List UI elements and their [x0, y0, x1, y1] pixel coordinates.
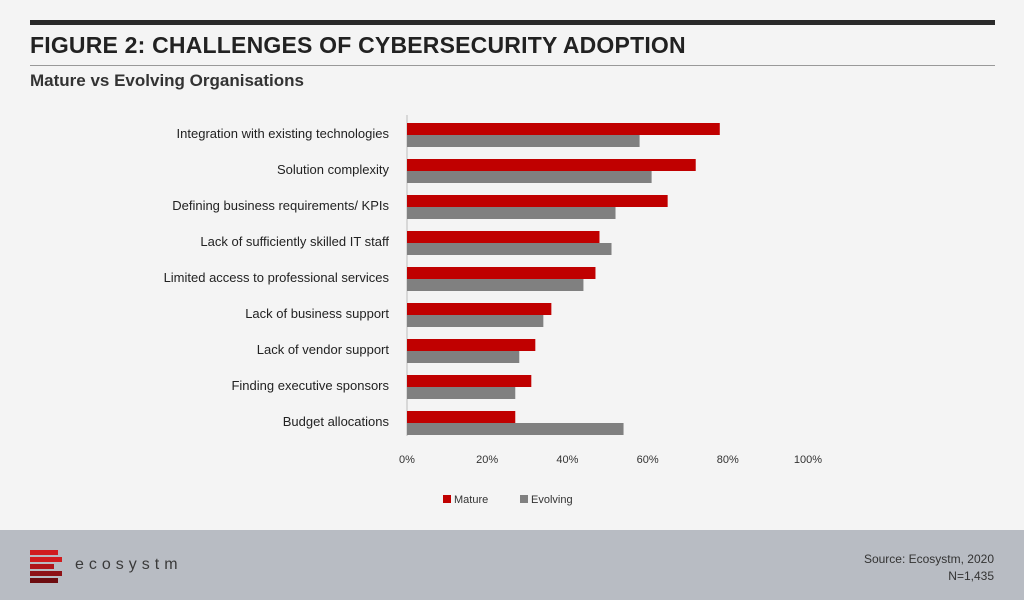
sample-size: N=1,435: [948, 569, 994, 583]
category-label: Budget allocations: [283, 414, 390, 429]
category-label: Limited access to professional services: [164, 270, 390, 285]
bar-mature: [407, 231, 600, 243]
bar-evolving: [407, 279, 584, 291]
bar-evolving: [407, 243, 612, 255]
bar-evolving: [407, 423, 624, 435]
bar-mature: [407, 303, 552, 315]
bar-evolving: [407, 171, 652, 183]
category-label: Lack of sufficiently skilled IT staff: [200, 234, 389, 249]
x-tick-label: 100%: [794, 454, 822, 466]
bar-chart: Integration with existing technologies So…: [164, 115, 822, 506]
source-text: Source: Ecosystm, 2020: [863, 552, 994, 566]
bar-evolving: [407, 315, 544, 327]
title-divider: [30, 65, 995, 66]
top-rule: [30, 20, 995, 25]
x-tick-label: 20%: [476, 454, 498, 466]
brand-name: ecosystm: [75, 556, 183, 573]
category-label: Lack of business support: [245, 306, 389, 321]
bar-evolving: [407, 387, 516, 399]
page-title: FIGURE 2: CHALLENGES OF CYBERSECURITY AD…: [30, 32, 686, 58]
category-label: Defining business requirements/ KPIs: [172, 198, 389, 213]
category-label: Integration with existing technologies: [177, 126, 390, 141]
bar-mature: [407, 411, 516, 423]
bar-evolving: [407, 351, 520, 363]
x-tick-label: 40%: [556, 454, 578, 466]
ecosystm-logo-icon: [30, 550, 62, 583]
legend-label-evolving: Evolving: [531, 494, 573, 506]
category-label: Lack of vendor support: [257, 342, 390, 357]
page-subtitle: Mature vs Evolving Organisations: [30, 71, 304, 90]
bar-mature: [407, 375, 532, 387]
legend-swatch-evolving: [520, 495, 528, 503]
footer-band: [0, 530, 1024, 600]
legend-swatch-mature: [443, 495, 451, 503]
bar-mature: [407, 123, 720, 135]
category-label: Solution complexity: [277, 162, 389, 177]
category-label: Finding executive sponsors: [231, 378, 389, 393]
x-tick-label: 60%: [637, 454, 659, 466]
bar-mature: [407, 339, 536, 351]
bar-mature: [407, 267, 596, 279]
x-tick-label: 0%: [399, 454, 415, 466]
bar-mature: [407, 159, 696, 171]
bar-evolving: [407, 207, 616, 219]
legend-label-mature: Mature: [454, 494, 488, 506]
bar-evolving: [407, 135, 640, 147]
x-tick-label: 80%: [717, 454, 739, 466]
source-note: Source: Ecosystm, 2020 N=1,435: [864, 551, 994, 585]
bar-mature: [407, 195, 668, 207]
